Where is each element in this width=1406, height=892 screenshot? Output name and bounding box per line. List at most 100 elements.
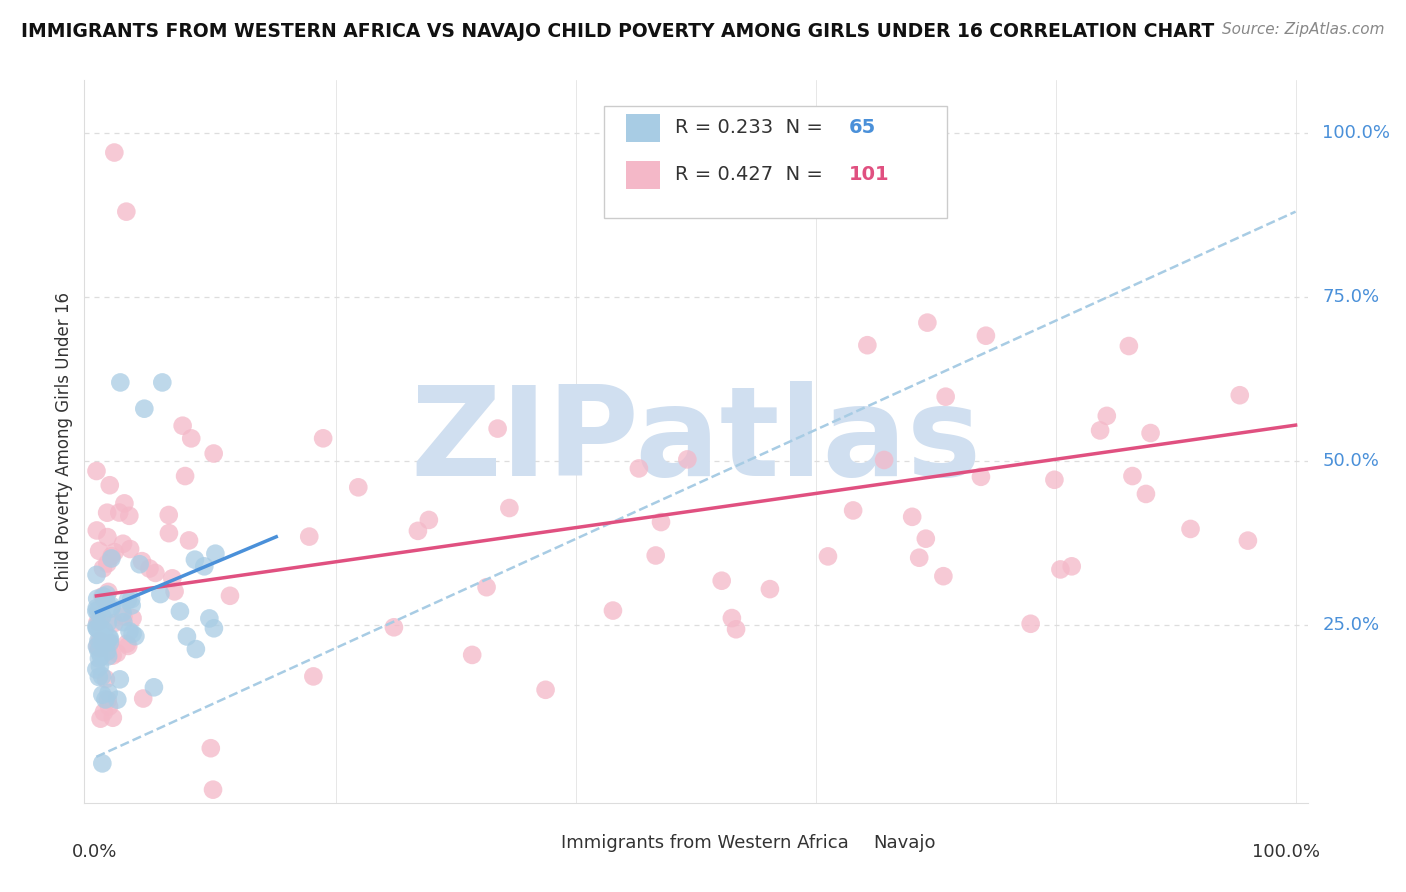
Point [842,503,865,517]
Point [219,589,242,603]
Point [105,646,128,660]
Point [90,632,112,647]
Point [86,640,108,654]
Point [87,544,110,558]
Point [101,648,124,663]
Point [96,588,118,602]
Point [298,530,321,544]
Point [177,533,200,548]
Point [193,559,215,574]
Point [97,693,120,707]
Point [1135,487,1157,501]
Y-axis label: Child Poverty Among Girls Under 16: Child Poverty Among Girls Under 16 [55,292,73,591]
Point [475,580,498,594]
Text: 65: 65 [849,119,876,137]
Point [93,705,115,719]
Point [97,686,120,700]
Point [602,603,624,617]
Point [176,630,198,644]
Point [1049,562,1071,576]
Point [169,604,191,618]
Point [87,644,110,658]
Point [89,641,111,656]
Point [184,552,207,566]
FancyBboxPatch shape [605,105,946,218]
Point [89,620,111,634]
Point [90,712,112,726]
Point [115,204,138,219]
Text: Source: ZipAtlas.com: Source: ZipAtlas.com [1222,22,1385,37]
Point [94,692,117,706]
Point [204,547,226,561]
Point [1180,522,1202,536]
Point [149,587,172,601]
Point [131,554,153,568]
Point [103,145,125,160]
Point [100,599,122,614]
Point [91,688,114,702]
Point [91,609,114,624]
Point [108,506,131,520]
Point [914,532,936,546]
Bar [626,114,661,142]
Point [91,590,114,604]
Point [101,711,124,725]
Text: R = 0.427  N =: R = 0.427 N = [675,165,830,185]
Point [817,549,839,564]
Point [138,561,160,575]
Point [202,782,225,797]
Point [1019,616,1042,631]
Point [856,338,879,352]
Point [105,692,128,706]
Point [103,616,125,631]
Point [121,611,143,625]
Point [725,622,748,636]
Point [93,593,115,607]
Point [117,639,139,653]
Point [124,629,146,643]
Point [1088,424,1111,438]
Point [86,621,108,635]
Point [932,569,955,583]
Point [86,604,108,618]
Point [935,390,957,404]
Point [98,478,121,492]
Point [382,620,405,634]
Point [87,606,110,620]
Point [644,549,666,563]
Point [86,464,108,478]
Point [93,632,115,647]
Point [174,469,197,483]
Point [347,480,370,494]
Point [91,669,114,683]
Point [96,557,118,571]
Point [112,609,135,624]
Point [759,582,782,596]
Point [98,632,121,646]
Point [120,592,142,607]
Point [163,584,186,599]
Point [86,601,108,615]
Point [96,530,118,544]
Point [86,619,108,633]
Text: R = 0.233  N =: R = 0.233 N = [675,119,830,137]
Point [1060,559,1083,574]
Point [86,622,108,636]
Point [142,681,165,695]
Point [461,648,484,662]
Point [94,672,117,686]
Point [650,515,672,529]
Point [162,571,184,585]
Point [111,606,134,620]
Point [157,508,180,522]
Point [89,633,111,648]
Point [89,602,111,616]
Point [486,421,509,435]
Point [1043,473,1066,487]
Text: IMMIGRANTS FROM WESTERN AFRICA VS NAVAJO CHILD POVERTY AMONG GIRLS UNDER 16 CORR: IMMIGRANTS FROM WESTERN AFRICA VS NAVAJO… [21,22,1215,41]
Point [100,551,122,566]
Text: 75.0%: 75.0% [1322,288,1379,306]
Point [118,508,141,523]
Point [86,567,108,582]
Point [96,506,118,520]
